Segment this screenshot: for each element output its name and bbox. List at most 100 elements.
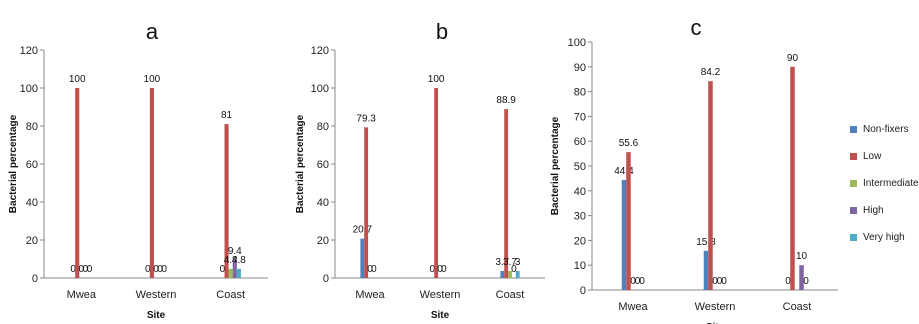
y-tick-label: 40 [26,197,38,209]
data-label: 0 [153,264,159,275]
data-label: 55.6 [619,138,639,149]
legend-label: Very high [863,231,905,243]
y-tick-label: 100 [20,83,38,95]
bar-high [799,265,804,290]
chart-panel-b: b 0 20 40 60 80 100 120 Bacterial percentage Site… [295,19,545,321]
y-axis-title: Bacterial percentage [8,114,19,213]
data-label: 0 [87,264,93,275]
x-tick-label: Western [695,301,736,313]
legend-swatch [850,233,857,241]
data-label: 20.7 [353,225,373,236]
data-label: 0 [430,264,436,275]
data-label: 0 [630,276,636,287]
data-label: 0 [712,276,718,287]
data-label: 90 [787,53,799,64]
bar-low [149,88,154,278]
x-tick-label: Western [420,289,461,301]
bar-low [434,88,439,278]
y-tick-label: 120 [311,45,329,57]
legend-item-intermediate: Intermediate [850,176,919,190]
data-label: 0 [441,264,447,275]
data-label: 100 [428,74,445,85]
data-label: 0 [371,264,377,275]
data-label: 3 [515,257,521,268]
y-tick-label: 60 [317,159,329,171]
y-tick-label: 30 [574,211,586,223]
y-axis-title: Bacterial percentage [550,116,561,215]
y-tick-label: 60 [574,136,586,148]
legend-item-low: Low [850,149,881,163]
data-label: 79.3 [356,113,376,124]
data-label: 0 [83,264,89,275]
x-axis-title: Site [147,310,166,321]
data-label: 88.9 [496,95,516,106]
y-tick-label: 20 [317,235,329,247]
bar-high [232,260,237,278]
y-tick-label: 70 [574,111,586,123]
data-label: 0 [721,276,727,287]
bar-intermediate [508,270,512,278]
bar-non-fixers [500,270,505,278]
y-tick-label: 80 [574,87,586,99]
bar-low [504,109,509,278]
data-label: 0 [437,264,443,275]
y-tick-label: 20 [26,235,38,247]
data-label: 0 [70,264,76,275]
data-label: 0 [639,276,645,287]
bar-low [75,88,80,278]
y-tick-label: 50 [574,161,586,173]
data-label: 0 [161,264,167,275]
x-tick-label: Coast [496,289,525,301]
legend-swatch [850,125,857,133]
data-label: 44.4 [614,166,634,177]
y-tick-label: 80 [26,121,38,133]
bar-non-fixers [703,250,709,290]
y-tick-label: 40 [574,186,586,198]
data-label: 100 [69,74,86,85]
legend-label: Non-fixers [863,123,909,135]
bar-non-fixers [621,179,627,290]
data-label: 0 [785,276,791,287]
data-label: 0 [717,276,723,287]
bar-non-fixers [360,238,365,278]
y-tick-label: 0 [580,285,586,297]
y-tick-label: 10 [574,260,586,272]
chart-panel-a: a 0 20 40 60 80 100 120 Bacterial percentage Site… [8,19,268,321]
panel-title: a [146,19,159,44]
x-tick-label: Western [136,289,177,301]
data-label: 3.7 [503,257,517,268]
bar-low [626,152,631,290]
legend-label: Low [863,150,882,162]
legend-label: High [863,204,884,216]
data-label: 84.2 [701,67,721,78]
legend-swatch [850,206,857,214]
y-tick-label: 0 [323,273,329,285]
x-tick-label: Mwea [355,289,385,301]
y-tick-label: 40 [317,197,329,209]
bar-very-high [236,268,241,278]
x-tick-label: Coast [216,289,245,301]
x-tick-label: Mwea [618,301,648,313]
panel-title: b [436,19,448,44]
legend-swatch [850,152,857,160]
data-label: 0 [220,264,226,275]
data-label: 0 [145,264,151,275]
data-label: 10 [796,251,808,262]
bar-intermediate [228,268,233,278]
y-tick-label: 100 [311,83,329,95]
bar-low [708,81,713,291]
data-label: 0 [803,276,809,287]
data-label: 4.8 [224,255,238,266]
legend-label: Intermediate [863,177,919,189]
y-tick-label: 20 [574,235,586,247]
y-tick-label: 0 [32,273,38,285]
data-label: 4.8 [232,255,246,266]
data-label: 0 [367,264,373,275]
panel-title: c [691,15,702,40]
y-tick-label: 80 [317,121,329,133]
bar-very-high [515,270,520,278]
x-axis-title: Site [431,310,450,321]
legend-item-high: High [850,203,884,217]
